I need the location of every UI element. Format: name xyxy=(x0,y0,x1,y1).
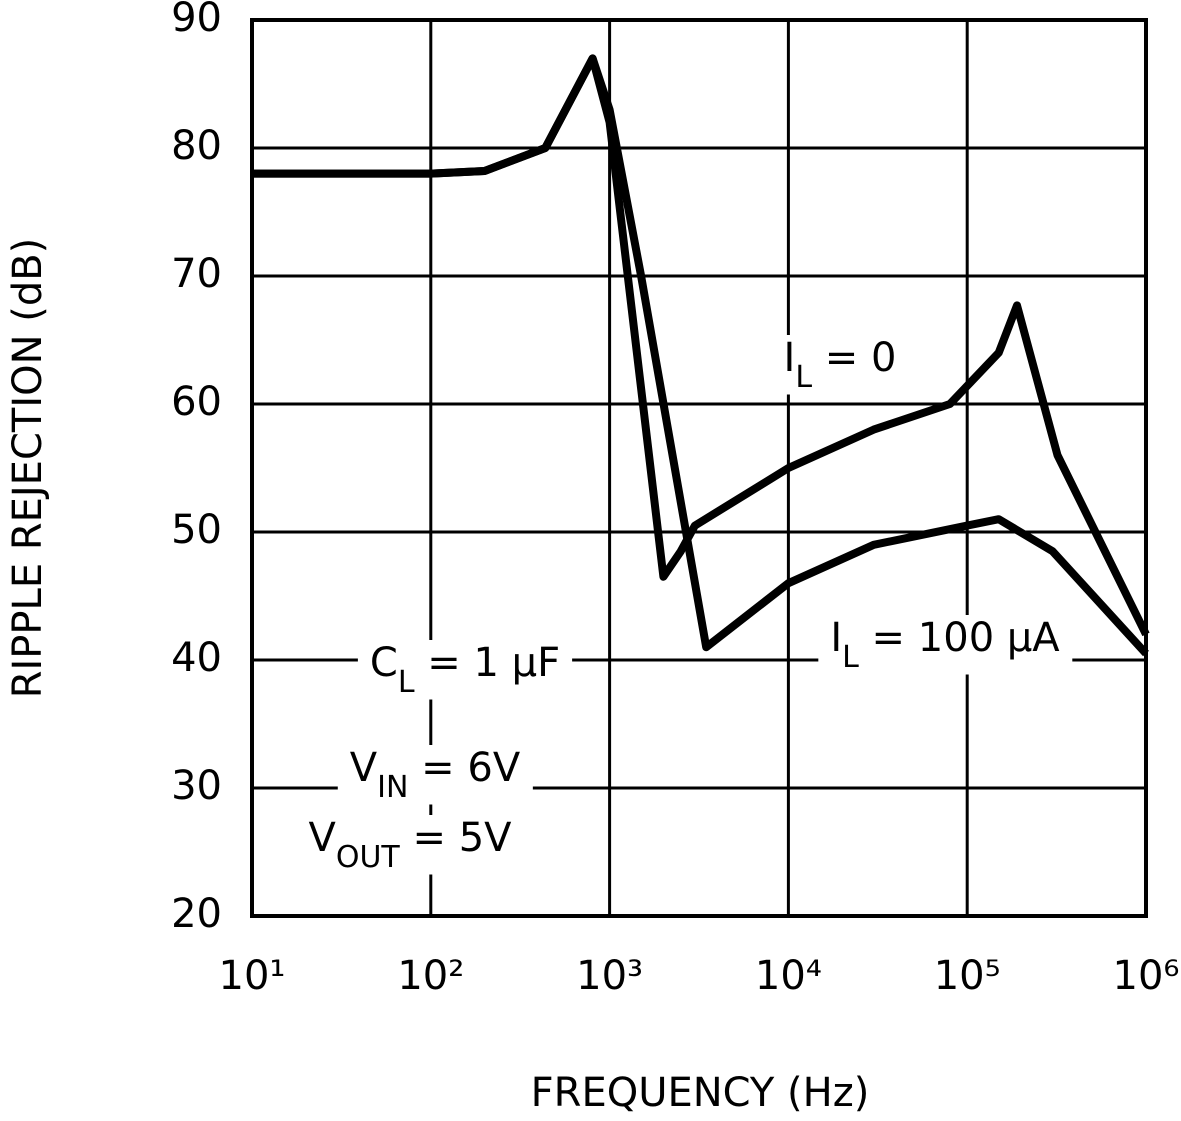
x-axis-label: FREQUENCY (Hz) xyxy=(531,1070,870,1116)
annotation-bg xyxy=(357,640,573,700)
x-tick-label: 10⁶ xyxy=(1113,953,1180,999)
annotation-sub: OUT xyxy=(336,840,401,875)
x-tick-label: 10¹ xyxy=(219,953,286,999)
annotation-sub: L xyxy=(842,640,859,675)
x-tick-label: 10⁵ xyxy=(934,953,1001,999)
annotation: VOUT = 5V xyxy=(296,815,525,875)
annotation-tail: = 5V xyxy=(400,815,512,861)
series-line xyxy=(252,54,1149,657)
annotation-bg xyxy=(337,745,533,805)
annotation: IL = 100 µA xyxy=(818,615,1073,675)
y-tick-label: 60 xyxy=(171,379,222,425)
y-tick-label: 90 xyxy=(171,0,222,41)
annotation-base: C xyxy=(370,640,398,686)
annotation-tail: = 6V xyxy=(408,745,520,791)
annotation: VIN = 6V xyxy=(337,745,533,805)
annotation-sub: L xyxy=(795,360,812,395)
annotation-base: V xyxy=(350,745,378,791)
annotation-bg xyxy=(296,815,525,875)
y-tick-label: 30 xyxy=(171,763,222,809)
y-tick-label: 70 xyxy=(171,251,222,297)
series-line xyxy=(252,54,1150,637)
annotation-tail: = 1 µF xyxy=(415,640,561,686)
plot-frame xyxy=(250,18,1148,918)
x-tick-label: 10² xyxy=(397,953,464,999)
y-tick-label: 20 xyxy=(171,891,222,937)
x-tick-label: 10⁴ xyxy=(755,953,822,999)
annotation-tail: = 100 µA xyxy=(859,615,1060,661)
annotation-text: VIN = 6V xyxy=(350,745,521,805)
annotation-base: V xyxy=(308,815,336,861)
y-axis-label: RIPPLE REJECTION (dB) xyxy=(5,238,51,699)
y-tick-label: 80 xyxy=(171,123,222,169)
annotation-base: I xyxy=(830,615,842,661)
annotation-text: CL = 1 µF xyxy=(370,640,560,700)
annotation-sub: L xyxy=(398,665,415,700)
y-tick-label: 40 xyxy=(171,635,222,681)
annotation-base: I xyxy=(784,335,796,381)
annotation: CL = 1 µF xyxy=(357,640,573,700)
annotation-sub: IN xyxy=(377,770,408,805)
annotation-text: IL = 0 xyxy=(784,335,897,395)
annotation-tail: = 0 xyxy=(812,335,896,381)
annotation: IL = 0 xyxy=(771,335,909,395)
annotation-bg xyxy=(818,615,1073,675)
x-tick-label: 10³ xyxy=(576,953,643,999)
y-tick-label: 50 xyxy=(171,507,222,553)
annotation-text: VOUT = 5V xyxy=(308,815,512,875)
annotation-text: IL = 100 µA xyxy=(830,615,1060,675)
annotation-bg xyxy=(771,335,909,395)
